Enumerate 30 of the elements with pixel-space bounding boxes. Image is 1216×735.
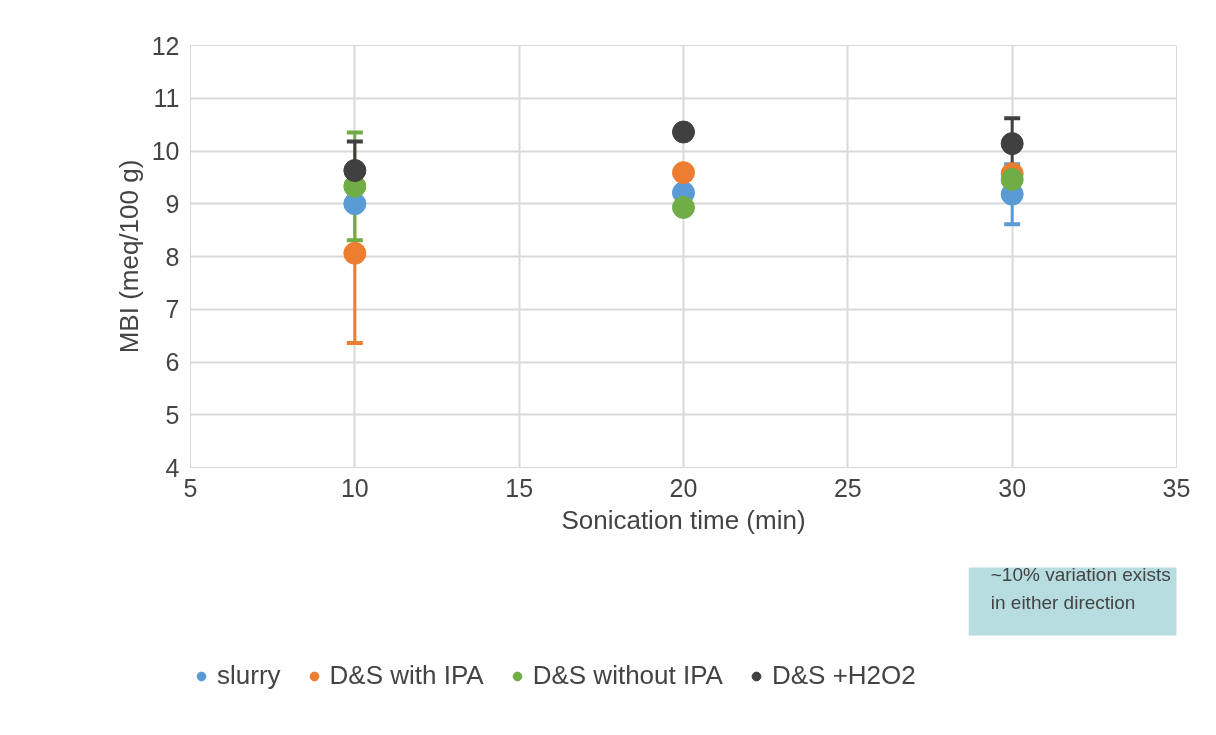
x-tick-label: 20 — [669, 473, 698, 502]
point — [343, 159, 367, 182]
x-axis-title: Sonication time (min) — [561, 504, 806, 535]
y-tick-label: 11 — [153, 84, 180, 113]
legend-label: D&S without IPA — [532, 660, 723, 691]
text: ~10% variation exists in either direction — [990, 564, 1171, 614]
point — [672, 195, 695, 219]
y-tick-label: 6 — [165, 348, 180, 376]
y-tick-label: 5 — [165, 400, 180, 429]
y-tick-label: 4 — [165, 453, 180, 482]
x-tick-label: 10 — [340, 473, 369, 502]
y-tick-label: 7 — [165, 295, 180, 324]
point — [343, 241, 367, 265]
x-tick-label: 30 — [998, 473, 1027, 502]
x-tick-label: 35 — [1162, 473, 1191, 502]
y-tick-label: 9 — [165, 189, 180, 218]
y-axis-title: MBI (meq/100 g) — [113, 159, 144, 354]
point — [1000, 168, 1024, 191]
y-tick-label: 10 — [151, 137, 180, 165]
legend-label: D&S +H2O2 — [771, 660, 916, 691]
point — [672, 120, 695, 144]
x-tick-label: 15 — [505, 473, 534, 502]
y-tick-label: 12 — [151, 31, 180, 60]
x-tick-label: 5 — [183, 473, 198, 502]
x-tick-label: 25 — [833, 473, 862, 502]
point — [1000, 132, 1024, 156]
point — [672, 161, 695, 185]
y-tick-label: 8 — [165, 242, 180, 271]
legend-label: D&S with IPA — [329, 660, 484, 691]
legend-label: slurry — [217, 660, 281, 691]
